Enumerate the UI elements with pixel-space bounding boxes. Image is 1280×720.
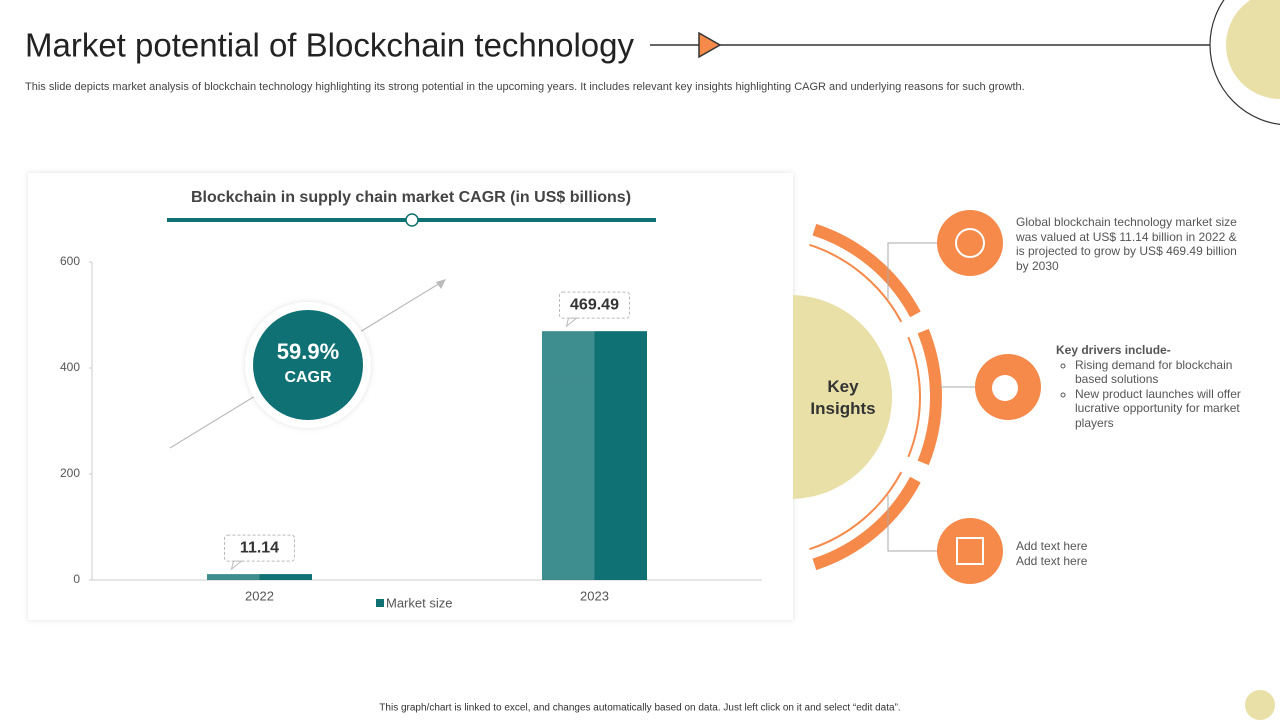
insights-label: Key Insights xyxy=(810,377,875,418)
value-label-box xyxy=(224,534,295,562)
value-label-pointer xyxy=(230,560,243,571)
icon-network xyxy=(937,518,1003,584)
insight-heading: Key drivers include- xyxy=(1056,343,1171,357)
icon-glyph xyxy=(992,375,1018,401)
icon-glyph xyxy=(956,537,984,565)
arc-inner xyxy=(809,243,903,323)
placeholder-line: Add text here xyxy=(1016,553,1088,568)
insight-text: Global blockchain technology market size… xyxy=(1016,215,1237,273)
value-label-pointer xyxy=(565,317,578,328)
insight-drivers: Key drivers include- Rising demand for b… xyxy=(1056,343,1256,430)
connector xyxy=(887,242,937,300)
connector xyxy=(887,495,937,552)
icon-glyph xyxy=(955,228,985,258)
arc-outer xyxy=(917,328,942,466)
arc-inner xyxy=(907,336,921,458)
title: Market potential of Blockchain technolog… xyxy=(25,27,635,64)
legend-swatch xyxy=(376,599,384,607)
placeholder-line: Add text here xyxy=(1016,539,1088,553)
y-tick-label: 600 xyxy=(60,254,80,268)
chart-panel xyxy=(28,173,793,620)
arc-inner xyxy=(809,471,903,551)
subtitle: This slide depicts market analysis of bl… xyxy=(25,81,1025,93)
legend-label: Market size xyxy=(386,595,452,610)
cagr-value: 59.9% xyxy=(277,339,339,364)
insight-arcs xyxy=(809,223,942,571)
cagr-badge xyxy=(253,310,363,420)
cagr-caption: CAGR xyxy=(284,369,332,386)
arc-outer xyxy=(812,476,921,571)
y-tick-label: 200 xyxy=(60,466,80,480)
bar xyxy=(542,331,647,580)
x-tick-label: 2023 xyxy=(580,588,609,603)
chart-title: Blockchain in supply chain market CAGR (… xyxy=(191,189,631,206)
insight-list: Rising demand for blockchain based solut… xyxy=(1056,358,1256,431)
arc-outer xyxy=(812,223,921,318)
bar xyxy=(207,574,312,580)
footer: This graph/chart is linked to excel, and… xyxy=(379,703,900,714)
x-tick-label: 2022 xyxy=(245,588,274,603)
y-tick-label: 400 xyxy=(60,360,80,374)
insight-bullet: Rising demand for blockchain based solut… xyxy=(1075,358,1256,387)
insight-placeholder: Add text here Add text here xyxy=(1016,539,1216,568)
corner-dot xyxy=(1245,690,1275,720)
value-label-box xyxy=(559,291,630,319)
value-label: 469.49 xyxy=(570,296,619,313)
insights-disc xyxy=(793,295,892,499)
trend-arrow-head xyxy=(436,279,446,289)
title-arrow xyxy=(698,31,722,59)
corner-ring xyxy=(1209,0,1280,125)
chart-rule-knob xyxy=(405,213,419,227)
y-tick-label: 0 xyxy=(73,572,80,586)
value-label: 11.14 xyxy=(240,539,279,556)
insight-bullet: New product launches will offer lucrativ… xyxy=(1075,387,1256,431)
corner-disc xyxy=(1226,0,1280,99)
icon-globe xyxy=(937,210,1003,276)
